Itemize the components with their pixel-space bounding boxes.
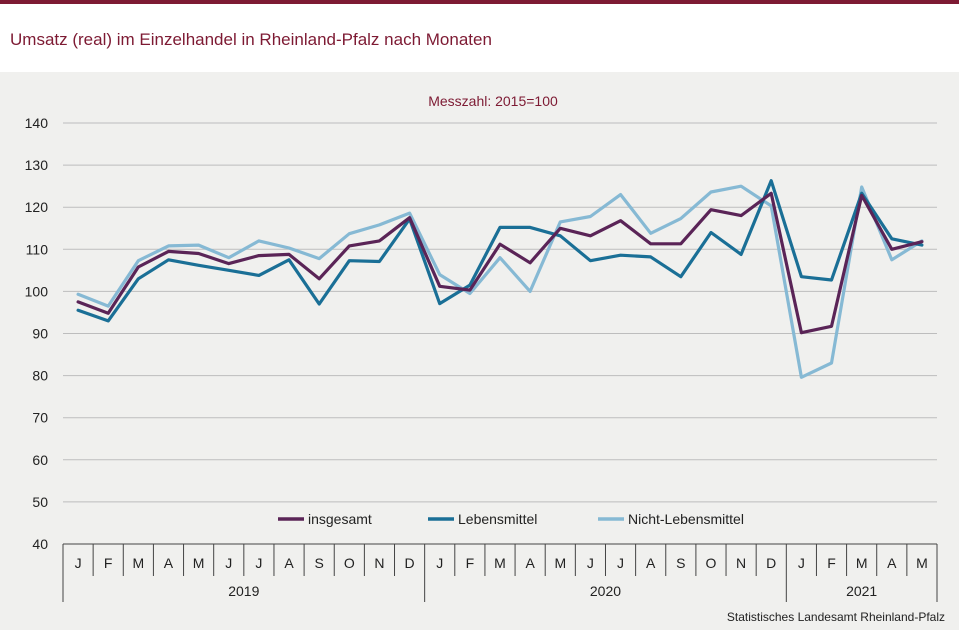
y-tick-label: 130 (25, 157, 49, 173)
month-label: M (494, 555, 506, 571)
month-label: A (525, 555, 535, 571)
source-note: Statistisches Landesamt Rheinland-Pfalz (726, 610, 945, 624)
month-label: D (405, 555, 415, 571)
month-label: J (617, 555, 624, 571)
month-label: O (706, 555, 717, 571)
month-label: A (646, 555, 656, 571)
month-label: M (133, 555, 145, 571)
month-label: D (766, 555, 776, 571)
month-label: F (827, 555, 836, 571)
month-label: J (436, 555, 443, 571)
y-tick-label: 40 (32, 536, 48, 552)
legend-label: insgesamt (308, 511, 372, 527)
month-label: N (374, 555, 384, 571)
month-label: J (587, 555, 594, 571)
month-label: J (225, 555, 232, 571)
month-label: M (554, 555, 566, 571)
legend-label: Lebensmittel (458, 511, 537, 527)
y-tick-label: 140 (25, 115, 49, 131)
y-tick-label: 120 (25, 199, 49, 215)
month-label: J (798, 555, 805, 571)
year-label: 2020 (590, 583, 621, 599)
month-label: M (193, 555, 205, 571)
y-tick-label: 80 (32, 368, 48, 384)
top-accent-bar (0, 0, 959, 4)
month-label: A (887, 555, 897, 571)
month-label: A (164, 555, 174, 571)
month-label: S (315, 555, 324, 571)
y-tick-label: 50 (32, 494, 48, 510)
month-label: S (676, 555, 685, 571)
chart-subtitle: Messzahl: 2015=100 (428, 93, 558, 109)
y-tick-label: 100 (25, 283, 49, 299)
month-label: F (104, 555, 113, 571)
month-label: M (916, 555, 928, 571)
y-tick-label: 90 (32, 326, 48, 342)
month-label: F (466, 555, 475, 571)
y-tick-label: 60 (32, 452, 48, 468)
month-label: J (255, 555, 262, 571)
month-label: J (75, 555, 82, 571)
month-label: A (284, 555, 294, 571)
legend-label: Nicht-Lebensmittel (628, 511, 744, 527)
y-tick-label: 70 (32, 410, 48, 426)
y-tick-label: 110 (26, 241, 49, 257)
series-line-insgesamt (76, 191, 924, 335)
year-label: 2021 (846, 583, 877, 599)
month-label: O (344, 555, 355, 571)
month-label: N (736, 555, 746, 571)
page-title: Umsatz (real) im Einzelhandel in Rheinla… (10, 30, 492, 49)
series-line-lebensmittel (76, 179, 924, 323)
month-label: M (856, 555, 868, 571)
series-line-nicht-lebensmittel (76, 184, 924, 379)
year-label: 2019 (228, 583, 259, 599)
